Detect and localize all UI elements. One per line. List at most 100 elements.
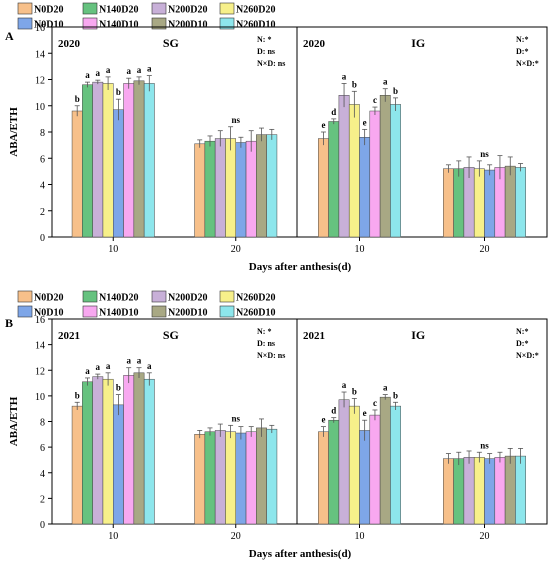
y-axis-label: ABA/ETH (8, 107, 20, 157)
significance-label: a (126, 66, 131, 76)
legend-label: N260D20 (236, 5, 275, 16)
legend-swatch (151, 290, 167, 303)
significance-label: a (85, 366, 90, 376)
bar (348, 405, 360, 525)
stats-label: N×D: ns (257, 351, 285, 360)
bar (82, 381, 93, 525)
y-tick-label: 10 (35, 392, 45, 403)
bar (369, 110, 381, 238)
bar (225, 138, 236, 238)
stats-label: N: * (257, 327, 271, 336)
y-tick-label: 12 (35, 366, 45, 377)
bar (348, 104, 360, 238)
bar (379, 396, 391, 525)
bar (443, 458, 454, 525)
y-tick-label: 16 (35, 23, 45, 34)
bar (102, 83, 114, 238)
significance-label: a (126, 356, 131, 366)
panel-label: B (5, 316, 13, 330)
legend-label: N200D10 (168, 20, 207, 31)
legend-label: N140D20 (99, 293, 138, 304)
x-tick-label: 20 (231, 244, 241, 255)
legend-label: N200D10 (168, 308, 207, 319)
legend-swatch (219, 305, 235, 318)
bar (453, 168, 465, 238)
legend-label: N140D10 (99, 308, 138, 319)
bar (123, 375, 135, 525)
significance-label: d (331, 406, 336, 416)
stats-label: D: ns (257, 339, 275, 348)
x-tick-label: 20 (231, 531, 241, 542)
bar (102, 378, 114, 525)
bar (235, 432, 247, 525)
x-tick-label: 10 (108, 531, 118, 542)
bar (225, 431, 236, 525)
significance-label: a (96, 362, 101, 372)
legend-swatch (151, 17, 167, 30)
significance-label: a (106, 65, 111, 75)
stats-label: N:* (516, 327, 528, 336)
legend-label: N260D20 (236, 293, 275, 304)
bar (390, 405, 401, 525)
legend-label: N200D20 (168, 5, 207, 16)
significance-label: b (393, 86, 398, 96)
year-label: 2021 (303, 330, 325, 342)
y-tick-label: 4 (40, 469, 45, 480)
significance-label: e (363, 408, 367, 418)
year-label: 2020 (303, 38, 326, 50)
subplot-title: SG (163, 328, 179, 342)
legend-swatch (17, 17, 33, 30)
bar (256, 427, 267, 525)
legend-swatch (17, 2, 33, 15)
y-axis-label: ABA/ETH (8, 396, 20, 446)
significance-label: a (96, 68, 101, 78)
significance-label: a (137, 65, 142, 75)
bar (328, 121, 340, 238)
y-tick-label: 8 (40, 418, 45, 429)
legend-label: N0D20 (34, 5, 63, 16)
legend-label: N0D10 (34, 20, 63, 31)
y-tick-label: 14 (35, 49, 45, 60)
stats-label: D: ns (257, 47, 275, 56)
significance-label: c (373, 398, 377, 408)
x-tick-label: 10 (355, 244, 365, 255)
significance-label: a (147, 361, 152, 371)
x-axis-label: Days after anthesis(d) (249, 548, 352, 560)
stats-label: N×D:* (516, 59, 539, 68)
significance-label: ns (480, 149, 489, 159)
significance-label: b (75, 94, 80, 104)
bar (379, 95, 391, 238)
bar (113, 109, 124, 238)
significance-label: b (352, 386, 357, 396)
bar (92, 81, 104, 238)
bar (71, 110, 83, 238)
significance-label: a (106, 361, 111, 371)
y-tick-label: 2 (40, 207, 45, 218)
bar (338, 95, 350, 238)
legend-swatch (219, 2, 235, 15)
significance-label: a (342, 71, 347, 81)
legend-label: N0D10 (34, 308, 63, 319)
bar (443, 168, 454, 238)
legend-swatch (17, 290, 33, 303)
year-label: 2020 (58, 38, 81, 50)
significance-label: e (321, 120, 325, 130)
bar (194, 143, 206, 238)
x-tick-label: 20 (480, 531, 490, 542)
legend-swatch (219, 290, 235, 303)
bar (245, 140, 257, 238)
bar (369, 414, 381, 525)
significance-label: a (147, 64, 152, 74)
bar (484, 458, 496, 525)
bar (194, 434, 206, 525)
y-tick-label: 8 (40, 128, 45, 139)
bar (266, 428, 278, 525)
legend-swatch (82, 17, 98, 30)
bar (494, 457, 506, 525)
significance-label: b (116, 87, 121, 97)
y-tick-label: 16 (35, 315, 45, 326)
bar (390, 104, 401, 238)
bar (484, 169, 496, 238)
year-label: 2021 (58, 330, 80, 342)
